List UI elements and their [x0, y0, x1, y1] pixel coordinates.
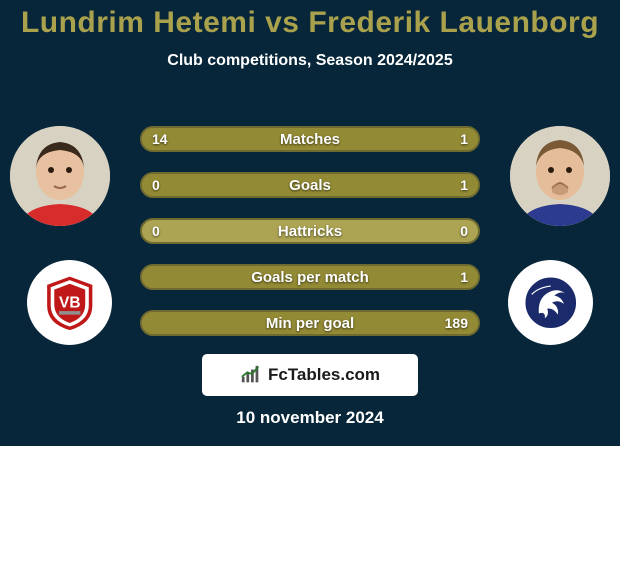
- player-left-icon: [10, 126, 110, 226]
- stat-row: 0Hattricks0: [140, 218, 480, 244]
- branding-box: FcTables.com: [202, 354, 418, 396]
- blank-area: [0, 446, 620, 580]
- club-right-icon: [521, 273, 581, 333]
- subtitle: Club competitions, Season 2024/2025: [0, 52, 620, 70]
- stat-label: Goals: [142, 174, 478, 196]
- player-right-avatar: [510, 126, 610, 226]
- stat-bars: 14Matches10Goals10Hattricks0Goals per ma…: [140, 126, 480, 356]
- stat-value-right: 1: [460, 174, 468, 196]
- stat-row: 0Goals1: [140, 172, 480, 198]
- date-text: 10 november 2024: [0, 408, 620, 428]
- svg-text:VB: VB: [59, 294, 81, 311]
- comparison-card: Lundrim Hetemi vs Frederik Lauenborg Clu…: [0, 0, 620, 446]
- stat-label: Goals per match: [142, 266, 478, 288]
- stat-label: Matches: [142, 128, 478, 150]
- player-right-icon: [510, 126, 610, 226]
- stat-row: Goals per match1: [140, 264, 480, 290]
- stat-label: Min per goal: [142, 312, 478, 334]
- stat-label: Hattricks: [142, 220, 478, 242]
- stat-value-right: 1: [460, 266, 468, 288]
- chart-icon: [240, 364, 262, 386]
- stat-row: 14Matches1: [140, 126, 480, 152]
- stat-value-right: 0: [460, 220, 468, 242]
- page-title: Lundrim Hetemi vs Frederik Lauenborg: [0, 6, 620, 40]
- club-left-icon: VB: [40, 273, 100, 333]
- player-left-avatar: [10, 126, 110, 226]
- stat-value-right: 1: [460, 128, 468, 150]
- branding-text: FcTables.com: [268, 365, 380, 385]
- club-left-badge: VB: [27, 260, 112, 345]
- stat-row: Min per goal189: [140, 310, 480, 336]
- club-right-badge: [508, 260, 593, 345]
- stat-value-right: 189: [445, 312, 468, 334]
